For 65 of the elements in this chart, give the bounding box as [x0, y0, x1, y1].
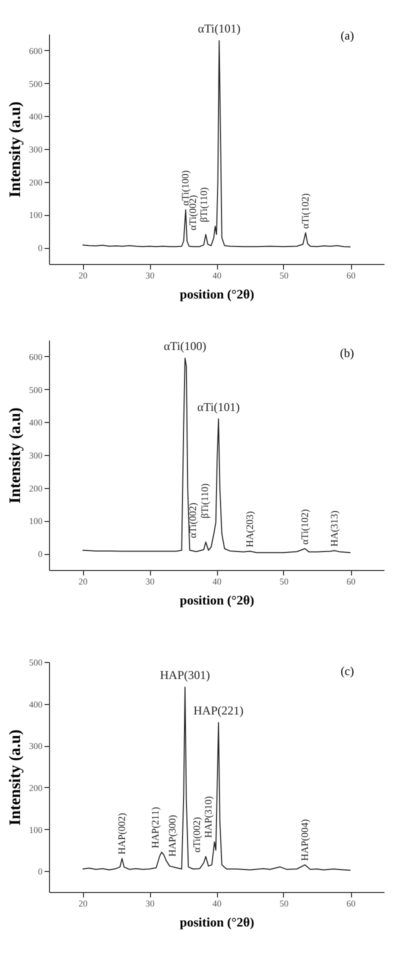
- y-tick-label: 400: [29, 418, 43, 428]
- annotation: HAP(221): [194, 704, 244, 718]
- y-tick-label: 100: [29, 516, 43, 526]
- annotation: αTi(002): [192, 817, 203, 852]
- annotation: HAP(002): [117, 812, 128, 855]
- annotation: αTi(102): [300, 193, 312, 229]
- annotation: HA(313): [329, 510, 340, 547]
- y-tick-label: 0: [38, 243, 43, 254]
- x-axis-title: position (°2θ): [180, 286, 254, 302]
- y-tick-label: 200: [29, 483, 43, 494]
- x-tick-label: 20: [78, 576, 88, 586]
- text: (b): [340, 346, 354, 360]
- annotation: HAP(310): [203, 796, 214, 838]
- y-tick-label: 400: [29, 699, 43, 710]
- annotation: αTi(101): [198, 22, 240, 36]
- x-tick-label: 60: [346, 576, 356, 586]
- x-tick-label: 20: [78, 898, 88, 908]
- x-tick-label: 40: [212, 270, 222, 280]
- annotation: βTi(110): [200, 483, 211, 518]
- x-tick-label: 50: [280, 576, 289, 586]
- x-axis-title: position (°2θ): [180, 592, 254, 608]
- annotation: βTi(110): [199, 187, 210, 222]
- x-tick-label: 20: [78, 270, 88, 280]
- annotation: HA(203): [245, 511, 256, 548]
- y-tick-label: 200: [29, 177, 43, 188]
- x-tick-label: 40: [212, 898, 222, 908]
- x-tick-label: 30: [146, 898, 155, 908]
- y-tick-label: 0: [38, 866, 43, 877]
- line-series: [82, 40, 351, 248]
- x-tick-label: 60: [346, 898, 356, 908]
- annotation: HAP(004): [300, 819, 311, 861]
- annotation: αTi(101): [197, 400, 240, 414]
- y-tick-label: 500: [29, 78, 43, 89]
- y-axis-title: Intensity (a.u): [7, 101, 24, 198]
- annotation: αTi(102): [300, 509, 311, 545]
- y-tick-label: 500: [29, 384, 43, 395]
- y-tick-label: 300: [29, 450, 43, 460]
- line-series: [82, 686, 351, 871]
- x-tick-label: 30: [146, 270, 155, 280]
- y-tick-label: 100: [29, 824, 43, 835]
- y-tick-label: 200: [29, 782, 43, 793]
- y-tick-label: 100: [29, 210, 43, 220]
- x-axis-title: position (°2θ): [180, 914, 254, 930]
- y-tick-label: 500: [29, 658, 43, 668]
- y-tick-label: 400: [29, 112, 43, 122]
- annotation: HAP(301): [160, 668, 210, 682]
- x-tick-label: 50: [280, 270, 289, 280]
- chart-title: (c): [340, 664, 354, 678]
- annotation: HAP(300): [167, 814, 178, 857]
- y-axis-title: Intensity (a.u): [7, 407, 24, 504]
- chart-title: (a): [340, 28, 354, 43]
- x-tick-label: 50: [280, 898, 289, 908]
- x-tick-label: 60: [346, 270, 356, 280]
- y-tick-label: 300: [29, 144, 43, 154]
- annotation: HAP(211): [150, 806, 162, 848]
- y-tick-label: 0: [38, 549, 43, 560]
- y-tick-label: 600: [29, 352, 43, 362]
- annotation: αTi(002): [188, 502, 199, 538]
- y-axis-title: Intensity (a.u): [7, 729, 24, 826]
- x-tick-label: 30: [146, 576, 155, 586]
- y-tick-label: 300: [29, 741, 43, 752]
- x-tick-label: 40: [212, 576, 222, 586]
- line-series: [82, 358, 351, 554]
- y-tick-label: 600: [29, 46, 43, 56]
- annotation: αTi(100): [164, 339, 206, 354]
